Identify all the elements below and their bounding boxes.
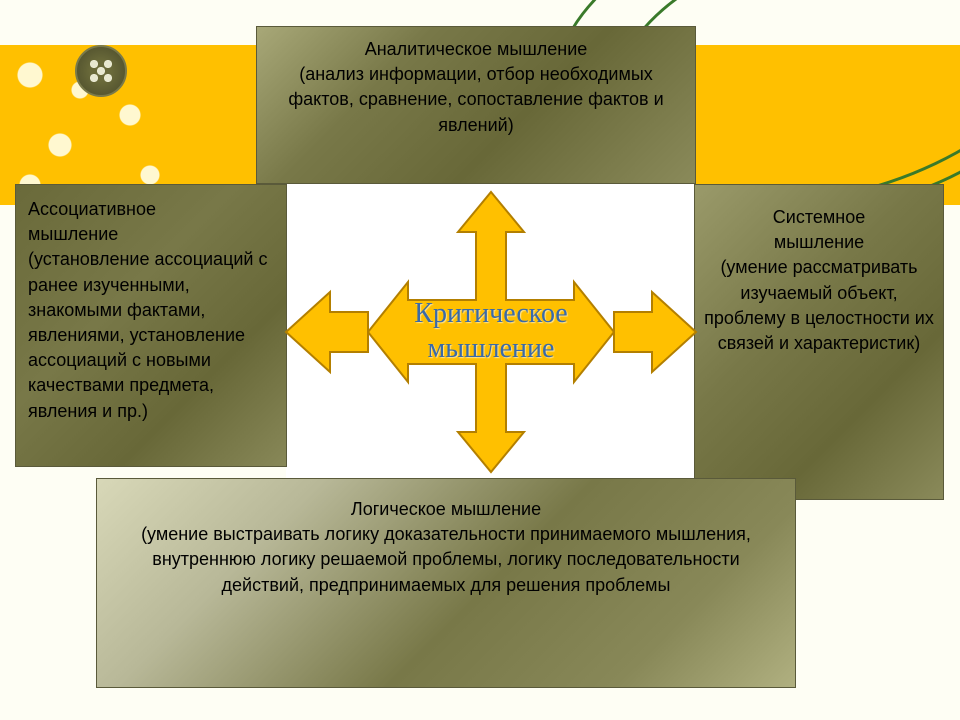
center-title: Критическое мышление [380, 296, 602, 366]
box-right-body: (умение рассматривать изучаемый объект, … [703, 255, 935, 356]
box-bottom-title: Логическое мышление [109, 497, 783, 522]
box-left-title: Ассоциативное [28, 197, 278, 222]
box-top-body: (анализ информации, отбор необходимых фа… [265, 62, 687, 138]
box-bottom: Логическое мышление (умение выстраивать … [96, 478, 796, 688]
center-title-line2: мышление [428, 333, 555, 364]
box-top-title: Аналитическое мышление [265, 37, 687, 62]
box-right: Системное мышление (умение рассматривать… [694, 184, 944, 500]
box-right-title: Системное [703, 205, 935, 230]
box-left: Ассоциативное мышление (установление асс… [15, 184, 287, 467]
medallion-icon [75, 45, 127, 97]
box-top: Аналитическое мышление (анализ информаци… [256, 26, 696, 184]
box-right-title2: мышление [703, 230, 935, 255]
center-title-line1: Критическое [414, 298, 567, 329]
box-left-title2: мышление [28, 222, 278, 247]
box-left-body: (установление ассоциаций с ранее изученн… [28, 247, 278, 423]
box-bottom-body: (умение выстраивать логику доказательнос… [109, 522, 783, 598]
